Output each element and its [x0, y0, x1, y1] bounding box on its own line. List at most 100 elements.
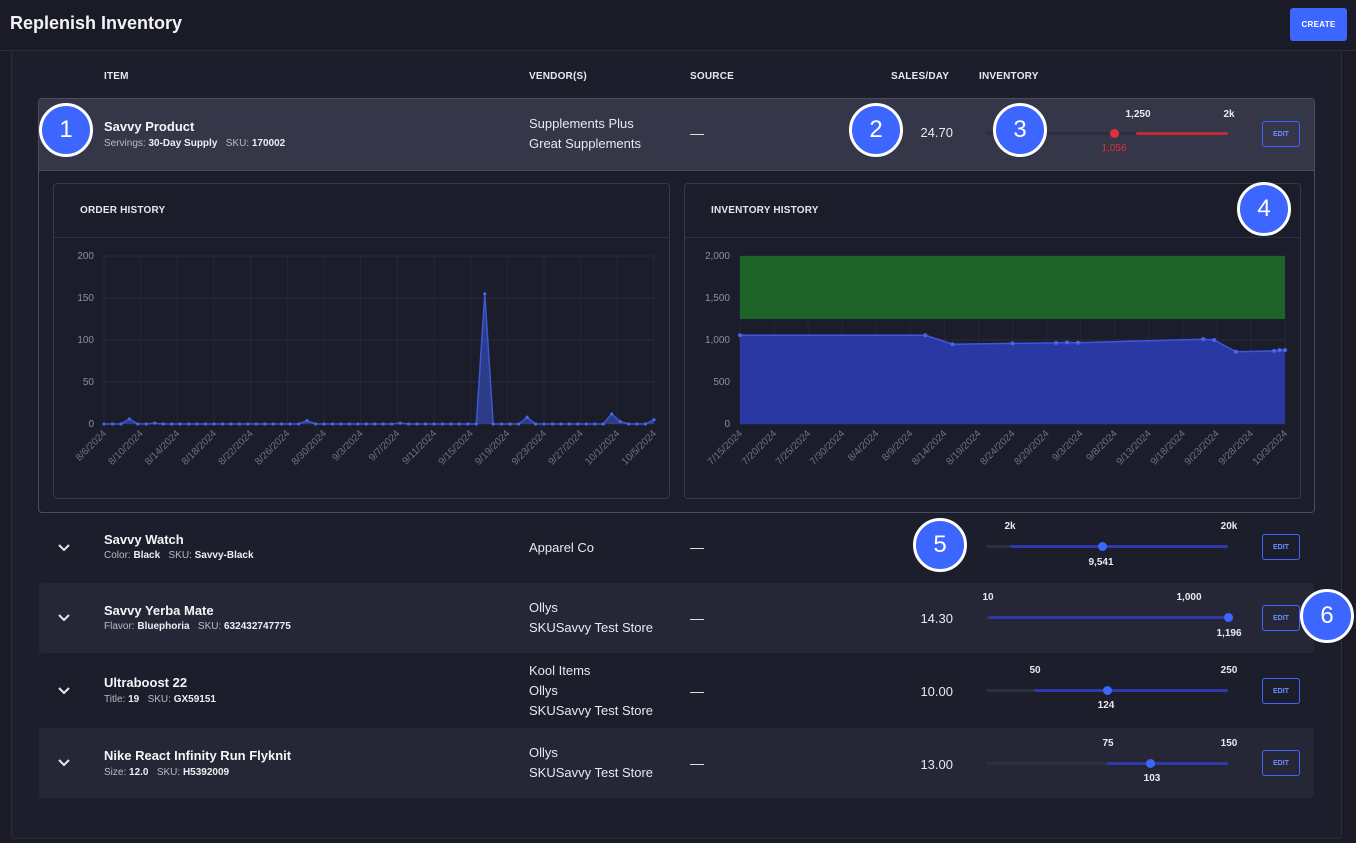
inventory-slider[interactable] — [986, 613, 1233, 622]
inventory-current-marker[interactable] — [1146, 759, 1156, 768]
data-point — [220, 422, 225, 426]
x-tick-label: 10/5/2024 — [620, 428, 660, 468]
meta-key: Title: — [104, 694, 126, 705]
target-band — [740, 256, 1285, 319]
inventory-slider[interactable] — [986, 542, 1228, 551]
data-point — [153, 421, 157, 425]
callout-marker: 2 — [849, 103, 903, 157]
meta-key: Color: — [104, 550, 131, 561]
sales-per-day: 10.00 — [920, 684, 953, 699]
meta-value: 30-Day Supply — [148, 138, 218, 149]
top-bar: Replenish Inventory CREATE — [0, 0, 1356, 51]
edit-button[interactable]: EDIT — [1262, 605, 1300, 631]
meta-value: 19 — [128, 694, 140, 705]
data-point — [237, 422, 241, 426]
data-point — [144, 422, 148, 426]
data-point — [423, 422, 428, 426]
chevron-down-icon[interactable] — [56, 755, 72, 771]
data-point — [398, 421, 402, 425]
inventory-max-label: 150 — [1220, 738, 1238, 749]
inventory-current-marker[interactable] — [1102, 686, 1112, 695]
item-name[interactable]: Ultraboost 22 — [104, 675, 188, 690]
meta-key: Size: — [104, 767, 127, 778]
item-meta: Flavor: Bluephoria SKU: 632432747775 — [104, 621, 291, 632]
order-history-divider — [54, 237, 669, 238]
data-point — [187, 422, 191, 426]
inventory-current-label: 124 — [1097, 700, 1115, 711]
data-point — [950, 342, 955, 347]
chevron-down-icon[interactable] — [56, 683, 72, 699]
sku-key: SKU: — [197, 621, 222, 632]
inventory-slider[interactable] — [986, 129, 1228, 138]
series-area — [104, 293, 654, 424]
data-point — [559, 422, 563, 426]
data-point — [119, 422, 123, 426]
edit-button[interactable]: EDIT — [1262, 121, 1300, 147]
edit-button[interactable]: EDIT — [1262, 534, 1300, 560]
data-point — [407, 422, 411, 426]
create-button[interactable]: CREATE — [1290, 8, 1347, 41]
item-name[interactable]: Nike React Infinity Run Flyknit — [104, 748, 292, 763]
inventory-current-marker[interactable] — [1097, 542, 1107, 551]
page-title: Replenish Inventory — [10, 13, 183, 33]
y-tick-label: 100 — [77, 335, 94, 346]
data-point — [643, 422, 648, 426]
y-tick-label: 2,000 — [705, 251, 730, 262]
data-point — [491, 422, 495, 426]
x-tick-label: 7/30/2024 — [808, 428, 848, 468]
data-point — [923, 333, 928, 338]
inventory-current-marker[interactable] — [1109, 129, 1119, 138]
x-tick-label: 7/20/2024 — [740, 428, 780, 468]
order-history-title: ORDER HISTORY — [80, 205, 166, 216]
source-value: — — [690, 539, 704, 555]
callout-marker: 3 — [993, 103, 1047, 157]
sku-key: SKU: — [156, 767, 181, 778]
data-point — [373, 422, 377, 426]
inventory-range-fill — [1034, 689, 1228, 692]
x-tick-label: 9/7/2024 — [367, 428, 403, 464]
data-point — [483, 292, 487, 296]
data-point — [297, 422, 301, 426]
y-tick-label: 0 — [88, 419, 94, 430]
vendor-list: Apparel Co — [529, 538, 594, 558]
chevron-down-icon[interactable] — [56, 610, 72, 626]
x-tick-label: 9/23/2024 — [510, 428, 550, 468]
inventory-current-marker[interactable] — [1223, 613, 1233, 622]
y-tick-label: 50 — [83, 377, 95, 388]
column-header-inventory: INVENTORY — [979, 71, 1039, 82]
data-point — [635, 422, 639, 426]
meta-value: Black — [133, 550, 161, 561]
inventory-slider[interactable] — [986, 686, 1228, 695]
data-point — [313, 422, 318, 426]
data-point — [415, 422, 419, 426]
data-point — [381, 422, 385, 426]
x-tick-label: 9/15/2024 — [437, 428, 477, 468]
vendor-name: Apparel Co — [529, 540, 595, 555]
edit-button[interactable]: EDIT — [1262, 750, 1300, 776]
inventory-min-label: 2k — [1004, 521, 1016, 532]
chevron-down-icon[interactable] — [56, 540, 72, 556]
data-point — [330, 422, 335, 426]
item-name[interactable]: Savvy Yerba Mate — [104, 603, 214, 618]
item-name[interactable]: Savvy Product — [104, 119, 195, 134]
sku-value: GX59151 — [173, 694, 216, 705]
table-row[interactable] — [39, 513, 1314, 583]
inventory-max-label: 1,000 — [1176, 592, 1202, 603]
expanded-row-header[interactable] — [39, 99, 1314, 171]
column-header-source: SOURCE — [690, 71, 734, 82]
vendor-list: Ollys SKUSavvy Test Store — [529, 598, 653, 638]
x-tick-label: 9/11/2024 — [400, 428, 439, 467]
data-point — [271, 422, 275, 426]
item-name[interactable]: Savvy Watch — [104, 532, 184, 547]
edit-button[interactable]: EDIT — [1262, 678, 1300, 704]
y-tick-label: 200 — [77, 251, 94, 262]
data-point — [517, 422, 521, 426]
x-tick-label: 10/3/2024 — [1251, 428, 1291, 468]
inventory-current-label: 9,541 — [1088, 557, 1114, 568]
data-point — [1272, 348, 1277, 353]
inventory-slider[interactable] — [986, 759, 1228, 768]
x-tick-label: 8/19/2024 — [944, 428, 984, 468]
inventory-max-label: 2k — [1223, 109, 1235, 120]
inventory-current-label: 1,196 — [1216, 628, 1242, 639]
item-meta: Servings: 30-Day Supply SKU: 170002 — [104, 138, 285, 149]
